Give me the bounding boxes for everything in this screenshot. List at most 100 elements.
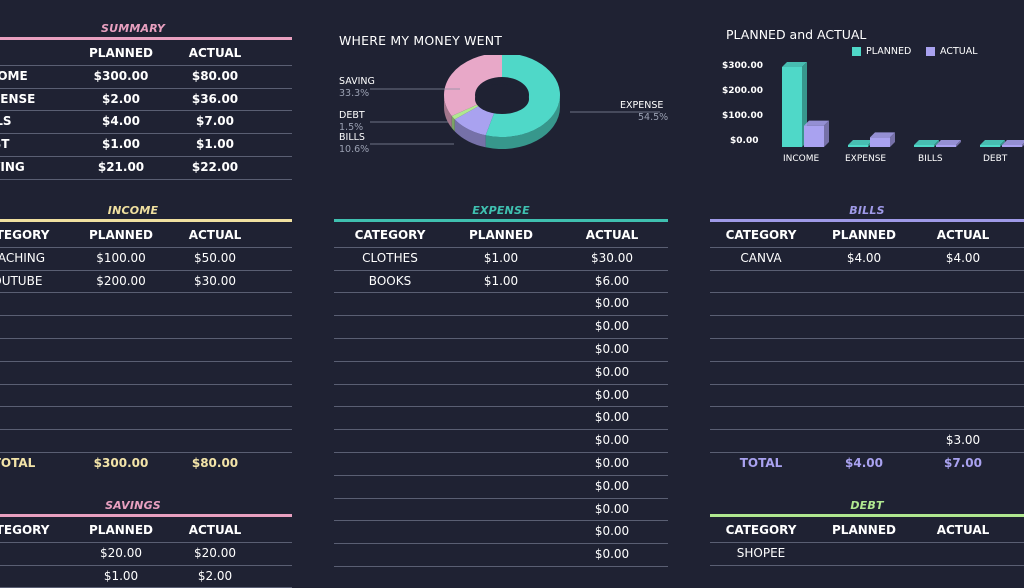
table-cell[interactable] <box>334 429 446 451</box>
table-cell[interactable] <box>910 384 1016 406</box>
table-cell[interactable]: CANVA <box>740 250 782 265</box>
table-cell[interactable] <box>910 406 1016 428</box>
table-cell[interactable] <box>910 315 1016 337</box>
table-cell[interactable] <box>710 292 812 314</box>
table-cell[interactable] <box>710 270 812 292</box>
table-cell[interactable]: $100.00 <box>96 250 146 265</box>
table-cell[interactable]: EXPENSE <box>0 91 36 106</box>
table-cell[interactable]: CLOTHES <box>362 250 418 265</box>
table-cell[interactable] <box>446 452 556 474</box>
table-cell[interactable]: DEBT <box>0 137 10 152</box>
table-cell[interactable] <box>446 315 556 337</box>
table-cell[interactable]: $4.00 <box>845 456 883 470</box>
table-cell[interactable] <box>0 292 54 314</box>
table-cell[interactable]: SHOPEE <box>736 545 786 560</box>
table-cell[interactable]: $36.00 <box>191 91 239 106</box>
table-cell[interactable] <box>446 543 556 565</box>
table-cell[interactable] <box>334 475 446 497</box>
table-cell[interactable] <box>160 292 270 314</box>
table-cell[interactable] <box>446 520 556 542</box>
table-cell[interactable] <box>710 406 812 428</box>
table-cell[interactable] <box>446 429 556 451</box>
table-cell[interactable] <box>334 384 446 406</box>
table-cell[interactable]: BOOKS <box>368 273 412 288</box>
table-cell[interactable] <box>812 270 916 292</box>
table-cell[interactable] <box>812 542 916 564</box>
table-cell[interactable] <box>446 292 556 314</box>
table-cell[interactable] <box>812 384 916 406</box>
table-cell[interactable]: $0.00 <box>594 319 630 334</box>
table-cell[interactable]: $300.00 <box>93 68 149 83</box>
table-cell[interactable] <box>710 315 812 337</box>
table-cell[interactable] <box>446 406 556 428</box>
table-cell[interactable] <box>910 292 1016 314</box>
table-cell[interactable]: $1.00 <box>483 273 519 288</box>
table-cell[interactable] <box>334 338 446 360</box>
table-cell[interactable]: $50.00 <box>194 250 236 265</box>
table-cell[interactable]: $7.00 <box>196 114 234 129</box>
table-cell[interactable]: $300.00 <box>93 456 149 470</box>
table-cell[interactable] <box>812 406 916 428</box>
table-cell[interactable] <box>334 361 446 383</box>
table-cell[interactable]: TOTAL <box>0 456 36 470</box>
table-cell[interactable]: $0.00 <box>594 410 630 425</box>
table-cell[interactable] <box>160 315 270 337</box>
table-cell[interactable] <box>0 361 54 383</box>
table-cell[interactable] <box>0 384 54 406</box>
table-cell[interactable]: INCOME <box>0 68 28 83</box>
table-cell[interactable] <box>0 315 54 337</box>
table-cell[interactable]: TOTAL <box>739 456 783 470</box>
table-cell[interactable] <box>334 543 446 565</box>
table-cell[interactable]: BILLS <box>0 114 12 129</box>
table-cell[interactable]: $0.00 <box>594 342 630 356</box>
table-cell[interactable] <box>0 542 54 564</box>
table-cell[interactable]: $30.00 <box>194 273 236 288</box>
table-cell[interactable] <box>160 338 270 360</box>
table-cell[interactable] <box>910 270 1016 292</box>
table-cell[interactable]: $22.00 <box>191 160 239 174</box>
table-cell[interactable]: $80.00 <box>191 68 239 83</box>
table-cell[interactable]: $0.00 <box>594 456 630 470</box>
table-cell[interactable] <box>446 384 556 406</box>
table-cell[interactable]: $0.00 <box>594 547 630 562</box>
table-cell[interactable] <box>334 520 446 542</box>
table-cell[interactable]: $1.00 <box>483 250 519 265</box>
table-cell[interactable] <box>710 361 812 383</box>
table-cell[interactable] <box>812 429 916 451</box>
table-cell[interactable]: SAVING <box>0 160 25 174</box>
table-cell[interactable] <box>160 384 270 406</box>
table-cell[interactable] <box>710 429 812 451</box>
table-cell[interactable]: $1.00 <box>102 137 140 152</box>
table-cell[interactable]: $0.00 <box>594 364 630 379</box>
table-cell[interactable] <box>812 292 916 314</box>
table-cell[interactable]: $0.00 <box>594 501 630 516</box>
table-cell[interactable] <box>0 338 54 360</box>
table-cell[interactable]: $2.00 <box>102 91 140 106</box>
table-cell[interactable] <box>446 498 556 520</box>
table-cell[interactable] <box>334 452 446 474</box>
table-cell[interactable]: $4.00 <box>102 114 140 129</box>
table-cell[interactable]: TEACHING <box>0 250 46 265</box>
table-cell[interactable] <box>334 292 446 314</box>
table-cell[interactable] <box>710 384 812 406</box>
table-cell[interactable] <box>446 475 556 497</box>
table-cell[interactable] <box>160 406 270 428</box>
table-cell[interactable]: $4.00 <box>846 250 882 265</box>
table-cell[interactable] <box>334 315 446 337</box>
table-cell[interactable]: $0.00 <box>594 478 630 493</box>
table-cell[interactable] <box>160 429 270 451</box>
table-cell[interactable]: $200.00 <box>96 273 146 288</box>
table-cell[interactable]: $20.00 <box>100 545 142 560</box>
table-cell[interactable]: $20.00 <box>194 545 236 560</box>
table-cell[interactable]: $21.00 <box>97 160 145 174</box>
table-cell[interactable]: $4.00 <box>945 250 981 265</box>
table-cell[interactable] <box>812 361 916 383</box>
table-cell[interactable]: $30.00 <box>591 250 633 265</box>
table-cell[interactable] <box>812 315 916 337</box>
table-cell[interactable] <box>910 361 1016 383</box>
table-cell[interactable] <box>334 406 446 428</box>
table-cell[interactable]: $0.00 <box>594 296 630 311</box>
table-cell[interactable] <box>0 406 54 428</box>
table-cell[interactable]: $0.00 <box>594 433 630 448</box>
table-cell[interactable]: $1.00 <box>196 137 234 152</box>
